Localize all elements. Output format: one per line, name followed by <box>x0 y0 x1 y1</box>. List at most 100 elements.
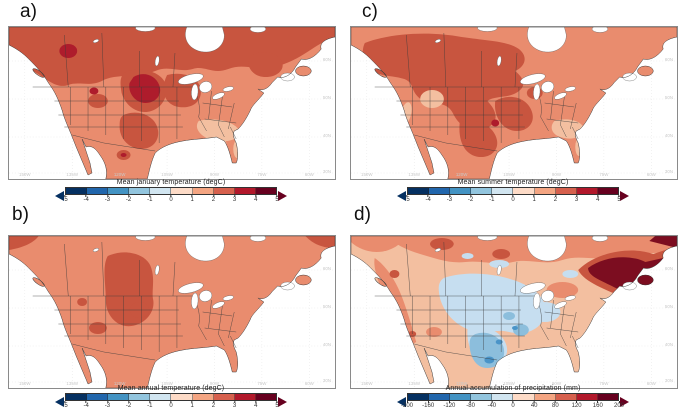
panel-label-d: d) <box>354 204 371 225</box>
colorbar-tick-label: 0 <box>511 401 515 409</box>
colorbar-tick-label: 4 <box>254 195 258 203</box>
colorbar-segment <box>150 188 172 194</box>
longitude-label: 120W <box>114 381 126 386</box>
colorbar-tick-label: 4 <box>254 401 258 409</box>
map-frame-b: 150W 135W 120W 105W 90W 75W 60W 60N 50N 40N 30N <box>8 235 336 389</box>
colorbar-segment <box>66 394 88 400</box>
colorbar-segment <box>408 188 430 194</box>
colorbar-segment <box>429 188 451 194</box>
colorbar-tick-label: -3 <box>104 195 111 203</box>
longitude-label: 105W <box>161 381 173 386</box>
longitude-label: 75W <box>257 172 267 177</box>
colorbar-tick-label: -5 <box>62 195 68 203</box>
colorbar-segment <box>492 394 514 400</box>
latitude-label: 60N <box>665 57 673 62</box>
panel-b: b) 150W 135W 120W 105W 90W 75W 60W 60N 50N 40N 30N <box>0 204 342 411</box>
longitude-label: 90W <box>552 381 562 386</box>
colorbar-a: Mean january temperature (degC) -5 -4 -3 -2… <box>0 179 342 204</box>
colorbar-d: Annual accumulation of precipitation (mm… <box>342 385 684 410</box>
colorbar-segment <box>534 394 556 400</box>
colorbar-d-ticks: -200 -160 -120 -80 -40 0 40 80 120 160 200 <box>401 401 624 410</box>
colorbar-segment <box>108 394 130 400</box>
longitude-label: 135W <box>66 381 78 386</box>
colorbar-tick-label: -160 <box>422 401 435 409</box>
longitude-label: 90W <box>210 381 220 386</box>
colorbar-tick-label: 5 <box>275 401 279 409</box>
latitude-label: 50N <box>665 304 673 309</box>
colorbar-segment <box>129 394 151 400</box>
colorbar-tick-label: 2 <box>211 195 216 203</box>
colorbar-d-underflow-arrow-icon <box>397 396 406 407</box>
latitude-label: 40N <box>665 133 673 138</box>
colorbar-tick-label: -80 <box>466 401 475 409</box>
colorbar-segment <box>576 394 598 400</box>
latitude-label: 30N <box>665 378 673 383</box>
colorbar-tick-label: -4 <box>425 195 431 203</box>
colorbar-segment <box>192 394 214 400</box>
colorbar-segment <box>576 188 598 194</box>
longitude-label: 135W <box>66 172 78 177</box>
colorbar-segment <box>171 188 193 194</box>
colorbar-tick-label: -2 <box>125 195 132 203</box>
longitude-label: 150W <box>19 172 31 177</box>
latitude-label: 40N <box>323 133 331 138</box>
colorbar-a-underflow-arrow-icon <box>55 190 64 201</box>
colorbar-tick-label: -5 <box>404 195 410 203</box>
colorbar-b-underflow-arrow-icon <box>55 396 64 407</box>
longitude-label: 60W <box>305 172 315 177</box>
colorbar-segment <box>150 394 172 400</box>
panel-c: c) 150W 135W 120W 105W 9 <box>342 0 685 205</box>
colorbar-segment <box>408 394 430 400</box>
colorbar-c-ticks: -5 -4 -3 -2 -1 0 1 2 3 4 5 <box>404 195 621 204</box>
colorbar-tick-label: 2 <box>553 195 558 203</box>
colorbar-segment <box>534 188 556 194</box>
latitude-label: 60N <box>323 266 331 271</box>
colorbar-a-title: Mean january temperature (degC) <box>116 179 226 186</box>
longitude-label: 90W <box>210 172 220 177</box>
north-america-map-january-temperature: 150W 135W 120W 105W 90W 75W 60W 60N 50N 40N 30N <box>9 27 335 179</box>
colorbar-d-overflow-arrow-icon <box>620 396 629 407</box>
colorbar-tick-label: 1 <box>190 195 194 203</box>
colorbar-tick-label: -3 <box>104 401 111 409</box>
colorbar-segment <box>597 188 618 194</box>
colorbar-segment <box>597 394 618 400</box>
colorbar-tick-label: 4 <box>596 195 600 203</box>
colorbar-tick-label: -4 <box>83 195 89 203</box>
north-america-map-annual-temperature: 150W 135W 120W 105W 90W 75W 60W 60N 50N 40N 30N <box>9 236 335 388</box>
colorbar-segment <box>429 394 451 400</box>
longitude-label: 120W <box>456 172 468 177</box>
colorbar-tick-label: 40 <box>530 401 538 409</box>
colorbar-tick-label: 0 <box>169 195 173 203</box>
colorbar-tick-label: -40 <box>487 401 497 409</box>
colorbar-segment <box>66 188 88 194</box>
colorbar-tick-label: 160 <box>592 401 603 409</box>
colorbar-segment <box>129 188 151 194</box>
colorbar-b-ticks: -5 -4 -3 -2 -1 0 1 2 3 4 5 <box>62 401 279 410</box>
colorbar-tick-label: -200 <box>400 401 414 409</box>
longitude-label: 105W <box>161 172 173 177</box>
colorbar-tick-label: 3 <box>232 401 237 409</box>
colorbar-c-title: Mean summer temperature (degC) <box>457 179 569 186</box>
colorbar-b-title: Mean annual temperature (degC) <box>117 385 225 392</box>
colorbar-segment <box>87 394 109 400</box>
colorbar-tick-label: 120 <box>571 401 582 409</box>
longitude-label: 75W <box>599 172 609 177</box>
colorbar-tick-label: 80 <box>552 401 559 409</box>
colorbar-segment <box>555 394 577 400</box>
latitude-label: 40N <box>665 342 673 347</box>
latitude-label: 50N <box>323 304 331 309</box>
colorbar-tick-label: -1 <box>147 195 153 203</box>
longitude-label: 90W <box>552 172 562 177</box>
latitude-label: 30N <box>323 169 331 174</box>
map-frame-a: 150W 135W 120W 105W 90W 75W 60W 60N 50N 40N 30N <box>8 26 336 180</box>
colorbar-tick-label: -4 <box>83 401 89 409</box>
latitude-label: 60N <box>665 266 673 271</box>
panel-label-b: b) <box>12 204 29 225</box>
longitude-label: 75W <box>599 381 609 386</box>
latitude-label: 40N <box>323 342 331 347</box>
map-frame-c: 150W 135W 120W 105W 90W 75W 60W 60N 50N 40N 30N <box>350 26 678 180</box>
colorbar-segment <box>492 188 514 194</box>
colorbar-tick-label: 1 <box>190 401 194 409</box>
colorbar-segment <box>255 394 276 400</box>
colorbar-segment <box>471 394 493 400</box>
